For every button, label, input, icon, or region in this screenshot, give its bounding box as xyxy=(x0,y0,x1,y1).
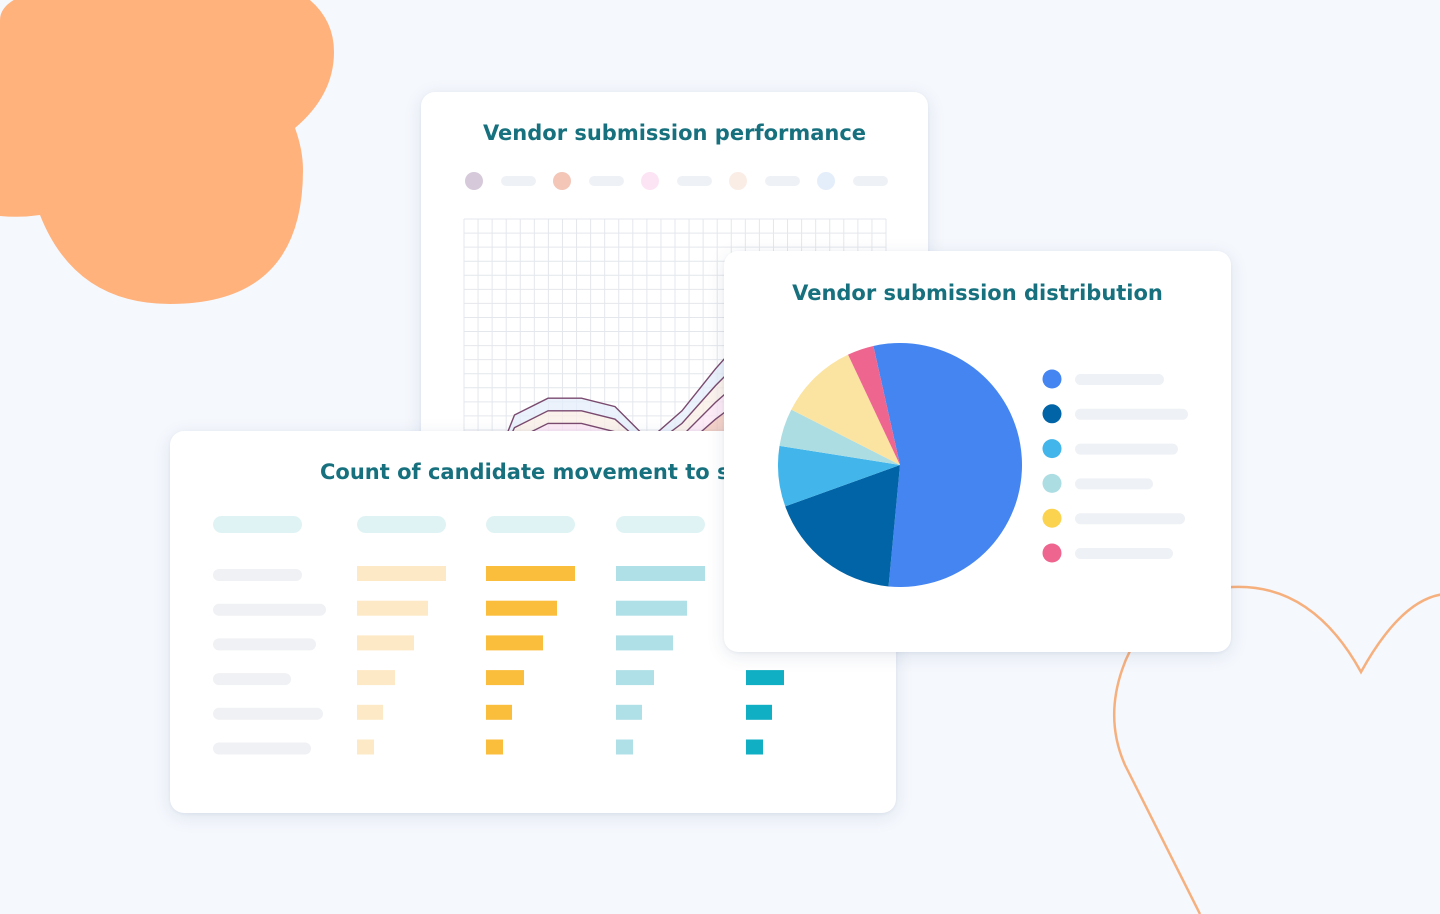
legend-dot-0 xyxy=(465,172,483,190)
movement-title: Count of candidate movement to stage xyxy=(320,460,783,484)
pie-legend-dot-1 xyxy=(1042,404,1062,424)
legend-label-placeholder-3 xyxy=(765,176,800,186)
header-pill-1 xyxy=(357,516,446,533)
pie-slice-2 xyxy=(778,445,900,507)
bar-col0-row4 xyxy=(357,704,383,720)
bar-col1-row4 xyxy=(486,704,512,720)
distribution-card: Vendor submission distribution xyxy=(724,251,1231,652)
performance-title: Vendor submission performance xyxy=(482,121,867,145)
bar-col0-row3 xyxy=(357,670,395,686)
pie-slice-4 xyxy=(791,354,900,465)
legend-dot-2 xyxy=(641,172,659,190)
pie-slice-5 xyxy=(848,345,900,465)
row-label-placeholder-3 xyxy=(213,673,291,686)
pie-legend-dot-4 xyxy=(1042,508,1062,528)
orange-heart-outline-icon xyxy=(1113,585,1440,914)
pie-legend-label-placeholder-3 xyxy=(1075,478,1153,490)
bar-col0-row0 xyxy=(357,566,446,581)
pie-slice-3 xyxy=(779,409,900,465)
legend-dot-1 xyxy=(553,172,571,190)
bar-col2-row4 xyxy=(616,704,642,720)
bar-col1-row1 xyxy=(486,600,557,616)
pie-legend-dot-3 xyxy=(1042,473,1062,493)
pie-legend-label-placeholder-0 xyxy=(1075,374,1164,385)
bar-col1-row3 xyxy=(486,670,524,686)
header-pill-3 xyxy=(616,516,705,533)
legend-label-placeholder-2 xyxy=(677,176,712,186)
legend-label-placeholder-0 xyxy=(501,176,536,186)
row-label-placeholder-4 xyxy=(213,707,323,720)
row-label-placeholder-5 xyxy=(213,742,311,755)
pie-legend-label-placeholder-4 xyxy=(1075,513,1185,525)
legend-label-placeholder-4 xyxy=(853,176,888,186)
bar-col2-row1 xyxy=(616,600,687,616)
pie-legend-dot-2 xyxy=(1042,439,1062,459)
header-pill-2 xyxy=(486,516,575,533)
pie-slice-1 xyxy=(785,465,900,587)
pie-legend-dot-5 xyxy=(1042,543,1062,563)
legend-dot-4 xyxy=(817,172,835,190)
bar-col1-row2 xyxy=(486,635,543,651)
pie-legend-dot-0 xyxy=(1042,369,1062,389)
legend-label-placeholder-1 xyxy=(589,176,624,186)
legend-dot-3 xyxy=(729,172,747,190)
pie-legend-label-placeholder-5 xyxy=(1075,548,1173,559)
bar-col0-row5 xyxy=(357,739,374,755)
bar-col3-row4 xyxy=(746,704,772,720)
row-label-placeholder-2 xyxy=(213,638,316,651)
pie-legend-label-placeholder-2 xyxy=(1075,443,1178,455)
distribution-chart xyxy=(778,343,1188,587)
pie-slice-0 xyxy=(873,343,1023,587)
bar-col3-row5 xyxy=(746,739,763,755)
bar-col1-row5 xyxy=(486,739,503,755)
bar-col2-row0 xyxy=(616,566,705,581)
distribution-title: Vendor submission distribution xyxy=(792,281,1163,305)
bar-col2-row2 xyxy=(616,635,673,651)
row-label-placeholder-0 xyxy=(213,569,302,581)
pie-legend-label-placeholder-1 xyxy=(1075,408,1188,420)
bar-col1-row0 xyxy=(486,566,575,581)
header-pill-0 xyxy=(213,516,302,533)
bar-col0-row1 xyxy=(357,600,428,616)
bar-col3-row3 xyxy=(746,670,784,686)
row-label-placeholder-1 xyxy=(213,603,326,616)
bar-col0-row2 xyxy=(357,635,414,651)
bar-col2-row5 xyxy=(616,739,633,755)
orange-blob-shape xyxy=(0,0,334,304)
orange-blob-icon xyxy=(0,0,334,304)
bar-col2-row3 xyxy=(616,670,654,686)
